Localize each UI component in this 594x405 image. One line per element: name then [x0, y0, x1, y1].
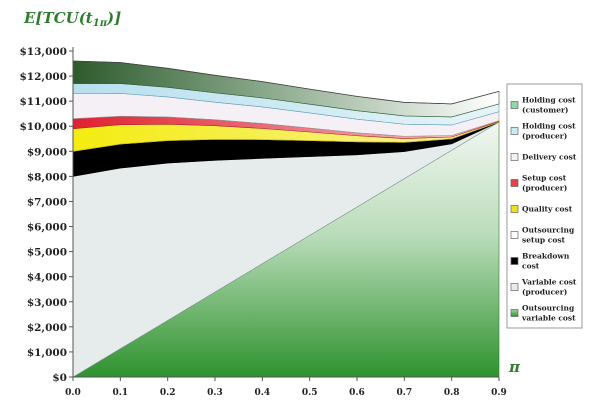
- legend-label: Quality cost: [522, 205, 573, 214]
- x-axis-title: π: [508, 358, 521, 376]
- x-tick-label: 0.1: [112, 388, 128, 398]
- y-tick-label: $11,000: [20, 96, 68, 108]
- legend-label: variable cost: [521, 314, 576, 323]
- y-tick-label: $8,000: [27, 171, 67, 183]
- legend-label: Delivery cost: [522, 153, 577, 162]
- y-tick-label: $6,000: [27, 222, 67, 234]
- legend-box: [506, 83, 583, 329]
- legend-swatch: [510, 257, 519, 265]
- y-axis-title: E[TCU(t1π)]: [23, 9, 121, 29]
- legend-label: (customer): [522, 106, 568, 115]
- y-tick-label: $9,000: [27, 146, 67, 158]
- y-tick-label: $4,000: [27, 272, 67, 284]
- x-tick-label: 0.2: [160, 388, 176, 398]
- x-tick-label: 0.6: [349, 388, 365, 398]
- plot-area: [71, 51, 500, 378]
- y-tick-label: $12,000: [20, 71, 68, 83]
- y-tick-label: $13,000: [20, 46, 68, 58]
- legend-swatch: [510, 179, 519, 187]
- y-tick-label: $10,000: [20, 121, 68, 133]
- legend-label: Setup cost: [522, 174, 567, 183]
- legend-swatch: [510, 153, 519, 161]
- legend-swatch: [510, 231, 519, 239]
- axes: $0 $1,000 $2,000 $3,000 $4,000 $5,000 $6,000 $7…: [20, 46, 507, 398]
- legend-label: Outsourcing: [522, 226, 575, 235]
- legend-swatch: [510, 127, 519, 135]
- x-tick-label: 0.4: [254, 388, 270, 398]
- x-tick-label: 0.9: [491, 388, 507, 398]
- legend-swatch: [510, 283, 519, 291]
- x-tick-label: 0.0: [65, 388, 81, 398]
- legend-label: (producer): [522, 132, 567, 141]
- legend-swatch: [510, 205, 519, 213]
- legend-label: Variable cost: [521, 278, 577, 287]
- legend-label: setup cost: [522, 236, 566, 245]
- total-cost-line: [72, 60, 500, 105]
- x-tick-label: 0.7: [396, 388, 412, 398]
- legend-swatch: [510, 101, 519, 109]
- legend-label: Breakdown: [522, 252, 570, 261]
- legend-label: Holding cost: [522, 96, 576, 105]
- y-tick-label: $0: [52, 372, 67, 384]
- legend-label: (producer): [522, 288, 567, 297]
- x-tick-label: 0.5: [302, 388, 318, 398]
- y-tick-label: $5,000: [27, 247, 67, 259]
- legend-label: Holding cost: [522, 122, 576, 131]
- y-tick-label: $7,000: [27, 196, 67, 208]
- legend-label: cost: [522, 262, 540, 271]
- legend-label: (producer): [522, 184, 567, 193]
- x-tick-label: 0.3: [207, 388, 223, 398]
- y-tick-label: $1,000: [27, 347, 67, 359]
- y-tick-label: $3,000: [27, 297, 67, 309]
- legend-swatch: [510, 309, 519, 317]
- svg-text:E[TCU(t1π)]: E[TCU(t1π)]: [23, 9, 121, 29]
- y-tick-label: $2,000: [27, 322, 67, 334]
- legend: Holding cost(customer)Holding cost(produ…: [506, 83, 583, 329]
- legend-label: Outsourcing: [522, 304, 575, 313]
- x-tick-label: 0.8: [444, 388, 460, 398]
